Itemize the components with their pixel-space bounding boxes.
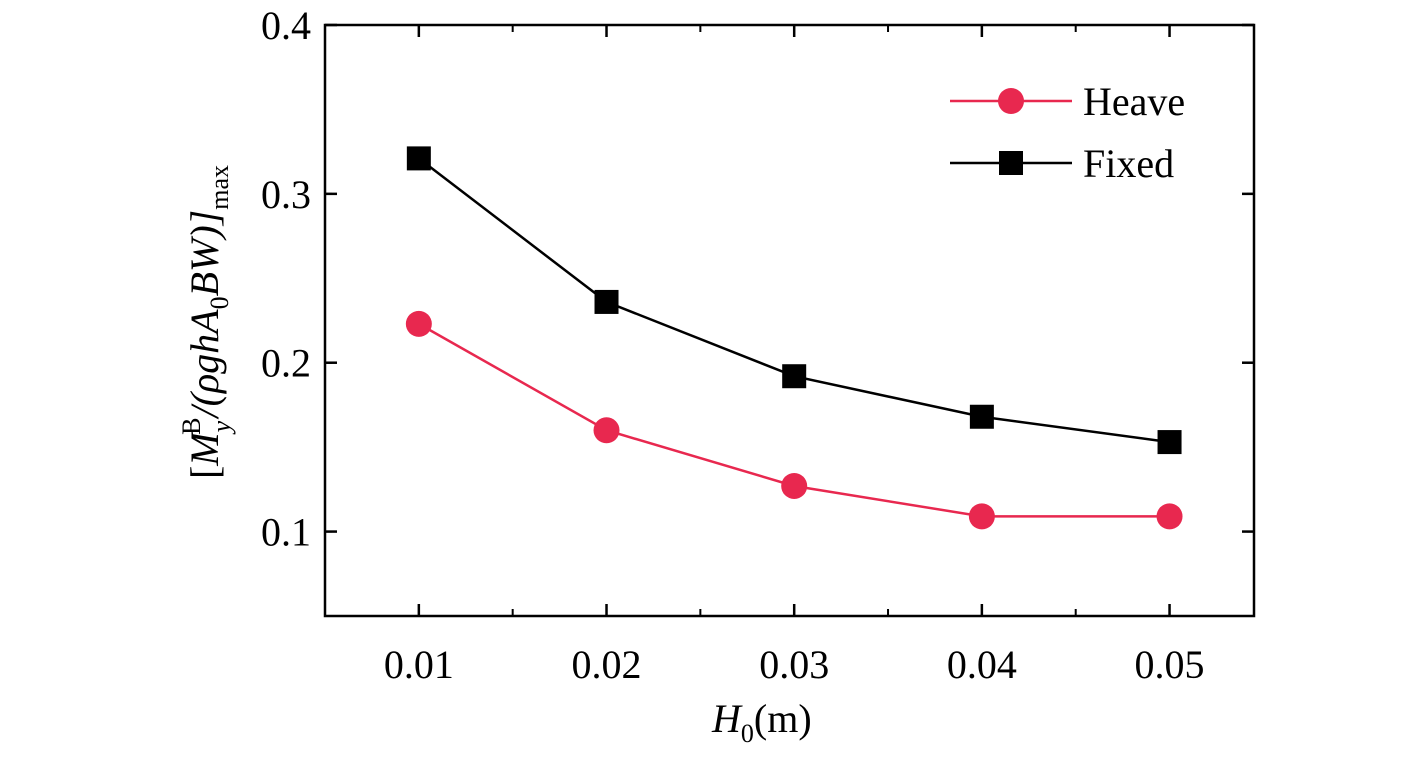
y-axis-label-max: max	[205, 165, 234, 210]
x-tick-label: 0.04	[947, 642, 1017, 687]
y-axis-label-tail: BW)]	[182, 210, 227, 297]
y-tick-label: 0.1	[261, 510, 311, 555]
data-point-fixed	[782, 364, 807, 389]
series-fixed	[406, 146, 1182, 455]
y-axis-label-open: [	[182, 466, 227, 479]
x-axis-label-unit: (m)	[754, 696, 812, 741]
data-point-heave	[781, 472, 808, 499]
y-axis-label-middle: /(ρghA	[182, 309, 227, 420]
legend-marker-fixed	[999, 151, 1023, 175]
axes: 0.01 0.02 0.03 0.04 0.05 0.1 0.2 0.3 0.4	[261, 3, 1256, 687]
y-axis-label-subscript: y	[207, 420, 236, 435]
x-tick-label: 0.01	[384, 642, 454, 687]
y-axis-label-zero: 0	[205, 296, 234, 309]
legend-label-heave: Heave	[1083, 79, 1185, 124]
data-point-heave	[593, 417, 620, 444]
legend-label-fixed: Fixed	[1083, 141, 1174, 186]
data-point-heave	[968, 503, 995, 530]
x-tick-label: 0.02	[572, 642, 642, 687]
y-tick-label: 0.3	[261, 172, 311, 217]
plot-series	[405, 146, 1183, 530]
y-axis-label-superscript: B	[177, 417, 206, 434]
series-line-fixed	[418, 157, 1170, 444]
data-point-fixed	[406, 146, 431, 171]
legend: Heave Fixed	[950, 79, 1185, 186]
y-tick-label: 0.4	[261, 3, 311, 48]
y-axis-label: [MyB/(ρghA0BW)]max	[177, 165, 236, 479]
legend-marker-heave	[998, 88, 1024, 114]
x-axis-label-subscript: 0	[741, 719, 754, 748]
data-point-fixed	[1157, 430, 1182, 455]
data-point-fixed	[594, 289, 619, 314]
data-point-fixed	[969, 404, 994, 429]
y-axis-label-m: M	[182, 430, 227, 467]
x-axis-label: H0(m)	[711, 696, 812, 748]
series-heave	[405, 310, 1183, 530]
plot-frame	[323, 23, 1256, 618]
x-axis-label-main: H	[711, 696, 743, 741]
x-tick-label: 0.05	[1135, 642, 1205, 687]
x-tick-label: 0.03	[759, 642, 829, 687]
data-point-heave	[1156, 503, 1183, 530]
y-tick-label: 0.2	[261, 341, 311, 386]
data-point-heave	[405, 310, 432, 337]
